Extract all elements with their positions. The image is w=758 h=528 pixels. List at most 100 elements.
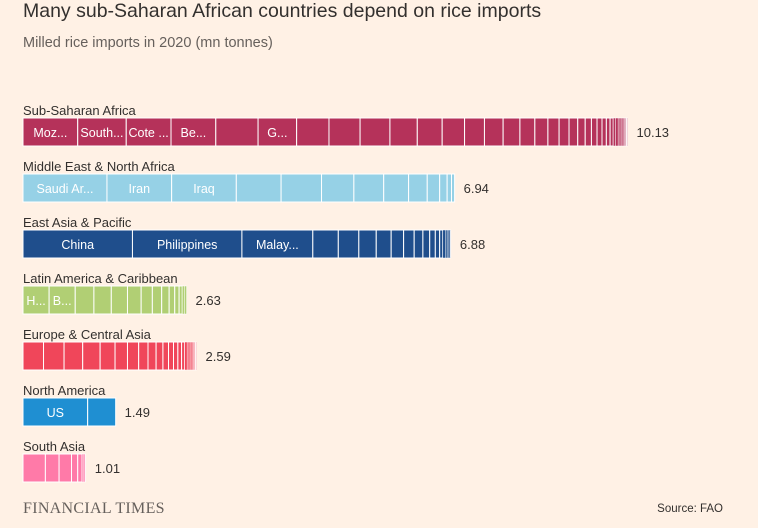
bar-segment	[337, 229, 360, 259]
bar-segment	[280, 173, 323, 203]
bar-segment	[558, 117, 570, 147]
bar-segment	[534, 117, 549, 147]
segment-label: B...	[53, 294, 72, 308]
total-label-sub-saharan-africa: 10.13	[637, 125, 670, 140]
bar-segment	[241, 229, 314, 259]
bar-segment	[612, 117, 616, 147]
bar-segment	[590, 117, 598, 147]
segment-label: Cote ...	[128, 126, 168, 140]
bar-segment	[155, 341, 164, 371]
segment-label: Moz...	[33, 126, 67, 140]
bar-segment	[177, 341, 183, 371]
chart-subtitle: Milled rice imports in 2020 (mn tonnes)	[23, 35, 273, 51]
total-label-europe-central-asia: 2.59	[206, 349, 231, 364]
bar-segment	[445, 229, 448, 259]
bar-segment	[171, 173, 237, 203]
region-label-sub-saharan-africa: Sub-Saharan Africa	[23, 103, 137, 118]
bar-segment	[44, 453, 60, 483]
bar-segment	[126, 285, 142, 315]
segment-label: Iran	[129, 182, 151, 196]
bar-segment	[22, 229, 133, 259]
region-label-middle-east-north-africa: Middle East & North Africa	[23, 159, 175, 174]
bar-segment	[181, 341, 186, 371]
bar-segment	[184, 285, 187, 315]
bar-segment	[186, 341, 190, 371]
segment-label: China	[61, 238, 94, 252]
bar-segment	[464, 117, 485, 147]
bar-segment	[615, 117, 619, 147]
bar-segment	[451, 173, 456, 203]
bar-segment	[181, 285, 185, 315]
bar-segment	[147, 341, 157, 371]
bar-segment	[584, 117, 592, 147]
bar-segment	[87, 397, 117, 427]
bar-segment	[439, 229, 444, 259]
bar-segment	[626, 117, 628, 147]
bar-segment	[168, 285, 176, 315]
total-label-north-america: 1.49	[125, 405, 150, 420]
total-label-middle-east-north-africa: 6.94	[464, 181, 489, 196]
bar-segment	[22, 173, 108, 203]
bar-segment	[353, 173, 385, 203]
bar-segment	[429, 229, 436, 259]
bar-segment	[74, 285, 95, 315]
bar-segment	[110, 285, 128, 315]
bar-segment	[328, 117, 361, 147]
bar-segment	[114, 341, 128, 371]
bar-segment	[312, 229, 339, 259]
bar-segment	[106, 173, 173, 203]
bar-segment	[426, 173, 441, 203]
bar-segment	[296, 117, 330, 147]
bar-row-latin-america-caribbean: Latin America & Caribbean H... B... 2.63	[22, 271, 221, 315]
bar-segment	[173, 341, 179, 371]
bar-segment	[408, 173, 428, 203]
bar-segment	[450, 229, 452, 259]
bar-segment	[77, 453, 83, 483]
bar-segment	[519, 117, 536, 147]
bar-segment	[502, 117, 521, 147]
bar-segment	[439, 173, 448, 203]
segment-label: Be...	[181, 126, 207, 140]
segment-label: G...	[267, 126, 287, 140]
segment-label: H...	[26, 294, 45, 308]
bar-segment	[403, 229, 415, 259]
bar-segment	[93, 285, 112, 315]
bar-segment	[321, 173, 355, 203]
bar-segment	[441, 117, 466, 147]
bar-segment	[568, 117, 579, 147]
bar-segment	[170, 117, 217, 147]
bar-segment	[422, 229, 431, 259]
bar-segment	[22, 453, 46, 483]
bar-segment	[215, 117, 259, 147]
segment-label: Iraq	[193, 182, 215, 196]
bar-segment	[125, 117, 172, 147]
region-label-north-america: North America	[23, 383, 106, 398]
bar-segment	[178, 285, 183, 315]
bar-row-sub-saharan-africa: Sub-Saharan Africa Moz... South... Cote ...…	[22, 103, 670, 147]
bar-segment	[619, 117, 623, 147]
bar-segment	[168, 341, 175, 371]
bar-segment	[82, 341, 101, 371]
segment-label: Saudi Ar...	[36, 182, 93, 196]
bar-row-middle-east-north-africa: Middle East & North Africa Saudi Ar... Ira…	[22, 159, 489, 203]
region-label-europe-central-asia: Europe & Central Asia	[23, 327, 152, 342]
bar-row-east-asia-pacific: East Asia & Pacific China Philippines Malay…	[22, 215, 485, 259]
bar-segment	[71, 453, 79, 483]
bar-segment	[442, 229, 446, 259]
bar-segment	[257, 117, 298, 147]
bar-segment	[188, 341, 192, 371]
segment-label: US	[47, 406, 64, 420]
bar-segment	[63, 341, 84, 371]
bar-row-south-asia: South Asia 1.01	[22, 439, 120, 483]
segment-label: South...	[80, 126, 123, 140]
bar-segment	[358, 229, 377, 259]
bar-segment	[99, 341, 116, 371]
bar-segment	[359, 117, 391, 147]
bar-segment	[126, 341, 140, 371]
bar-segment	[605, 117, 611, 147]
bar-segment	[140, 285, 153, 315]
bar-segment	[389, 117, 418, 147]
bar-segment	[617, 117, 621, 147]
bar-segment	[174, 285, 180, 315]
bar-segment	[413, 229, 424, 259]
